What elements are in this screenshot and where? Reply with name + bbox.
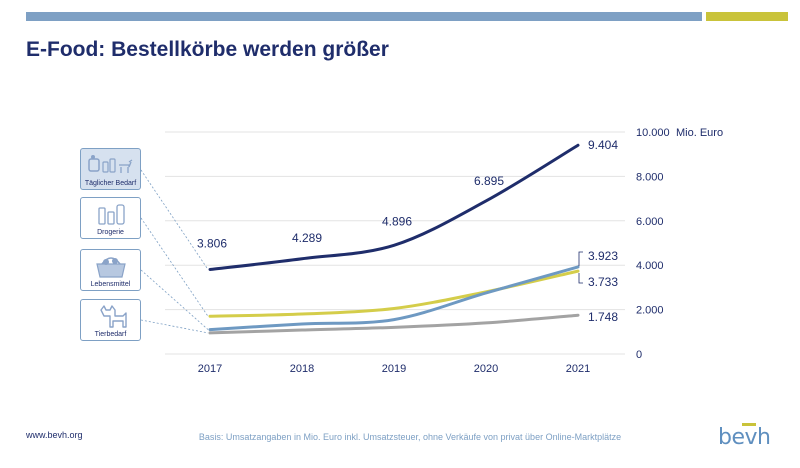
category-connector (140, 319, 209, 334)
x-axis-tick-labels: 2017 2018 2019 2020 2021 (198, 363, 590, 375)
drugstore-icon (98, 204, 125, 225)
x-tick-label: 2018 (290, 363, 314, 375)
dog-icon (100, 305, 127, 328)
chart-series-lines (208, 143, 580, 335)
category-box-grocery: Lebensmittel (80, 249, 141, 291)
y-tick-label: 0 (636, 349, 642, 361)
chart-data-labels: 3.806 4.289 4.896 6.895 9.404 3.923 3.733 1.748 (197, 138, 618, 324)
series-line-lebensmittel (208, 265, 580, 332)
callout-bracket (578, 273, 583, 284)
daily-needs-icon (88, 155, 133, 173)
data-label: 9.404 (588, 138, 618, 152)
category-box-drugstore: Drogerie (80, 197, 141, 239)
x-tick-label: 2020 (474, 363, 498, 375)
category-connector (140, 169, 209, 270)
callout-bracket (578, 251, 583, 266)
data-label: 1.748 (588, 310, 618, 324)
data-label: 4.289 (292, 231, 322, 245)
y-tick-label: 8.000 (636, 171, 664, 183)
data-label: 3.733 (588, 275, 618, 289)
category-connector (140, 269, 209, 330)
data-label: 4.896 (382, 214, 412, 228)
page-title: E-Food: Bestellkörbe werden größer (26, 38, 389, 61)
category-box-pet-supplies: Tierbedarf (80, 299, 141, 341)
x-tick-label: 2017 (198, 363, 222, 375)
category-label: Drogerie (97, 229, 124, 236)
grocery-basket-icon (96, 257, 126, 278)
x-tick-label: 2019 (382, 363, 406, 375)
logo-accent (742, 423, 756, 426)
y-tick-label: 10.000 (636, 127, 670, 139)
header-bar-yellow (706, 12, 788, 21)
label-callouts (578, 251, 583, 284)
data-label: 3.806 (197, 237, 227, 251)
data-label: 6.895 (474, 174, 504, 188)
category-box-daily-needs: Täglicher Bedarf (80, 148, 141, 190)
y-tick-label: 2.000 (636, 305, 664, 317)
footer-note: Basis: Umsatzangaben in Mio. Euro inkl. … (198, 432, 622, 442)
header-bar-blue (26, 12, 702, 21)
footer-url[interactable]: www.bevh.org (26, 430, 83, 440)
series-line-tierbedarf (208, 313, 580, 335)
data-label: 3.923 (588, 249, 618, 263)
category-connectors (140, 169, 209, 334)
series-line-täglicher-bedarf (208, 143, 580, 272)
y-axis-tick-labels: 0 2.000 4.000 6.000 8.000 10.000 (636, 127, 670, 361)
bevh-logo: bevh (718, 425, 771, 450)
x-tick-label: 2021 (566, 363, 590, 375)
y-axis-unit-label: Mio. Euro (676, 127, 723, 139)
y-tick-label: 4.000 (636, 260, 664, 272)
category-label: Lebensmittel (90, 281, 131, 288)
category-connector (140, 217, 209, 317)
category-label: Täglicher Bedarf (84, 180, 137, 187)
category-label: Tierbedarf (94, 331, 127, 338)
y-tick-label: 6.000 (636, 216, 664, 228)
